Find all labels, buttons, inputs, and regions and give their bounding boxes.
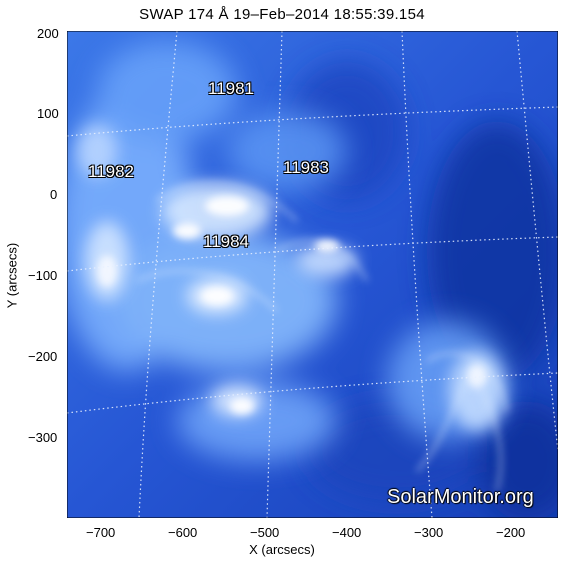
y-axis-label: Y (arcsecs) <box>4 242 20 309</box>
x-tick-label: −400 <box>332 525 362 540</box>
x-tick-label: −300 <box>414 525 444 540</box>
y-tick-label: −100 <box>28 268 58 283</box>
solar-image-svg <box>67 31 558 518</box>
region-label-11981: 11981 <box>208 79 255 98</box>
region-label-11982: 11982 <box>88 162 135 181</box>
region-label-11984: 11984 <box>203 232 250 251</box>
y-tick-label: −200 <box>28 349 58 364</box>
region-label-11983: 11983 <box>283 158 330 177</box>
y-tick-label: 200 <box>37 26 59 41</box>
watermark: SolarMonitor.org <box>387 486 534 508</box>
image-title: SWAP 174 Å 19–Feb–2014 18:55:39.154 <box>139 6 425 23</box>
x-tick-label: −700 <box>86 525 116 540</box>
y-tick-label: 0 <box>50 187 58 202</box>
y-tick-label: −300 <box>28 430 58 445</box>
solar-image <box>67 31 558 518</box>
x-tick-label: −200 <box>496 525 526 540</box>
x-tick-label: −500 <box>250 525 280 540</box>
y-tick-label: 100 <box>37 106 59 121</box>
x-tick-label: −600 <box>168 525 198 540</box>
x-axis-label: X (arcsecs) <box>249 542 315 557</box>
